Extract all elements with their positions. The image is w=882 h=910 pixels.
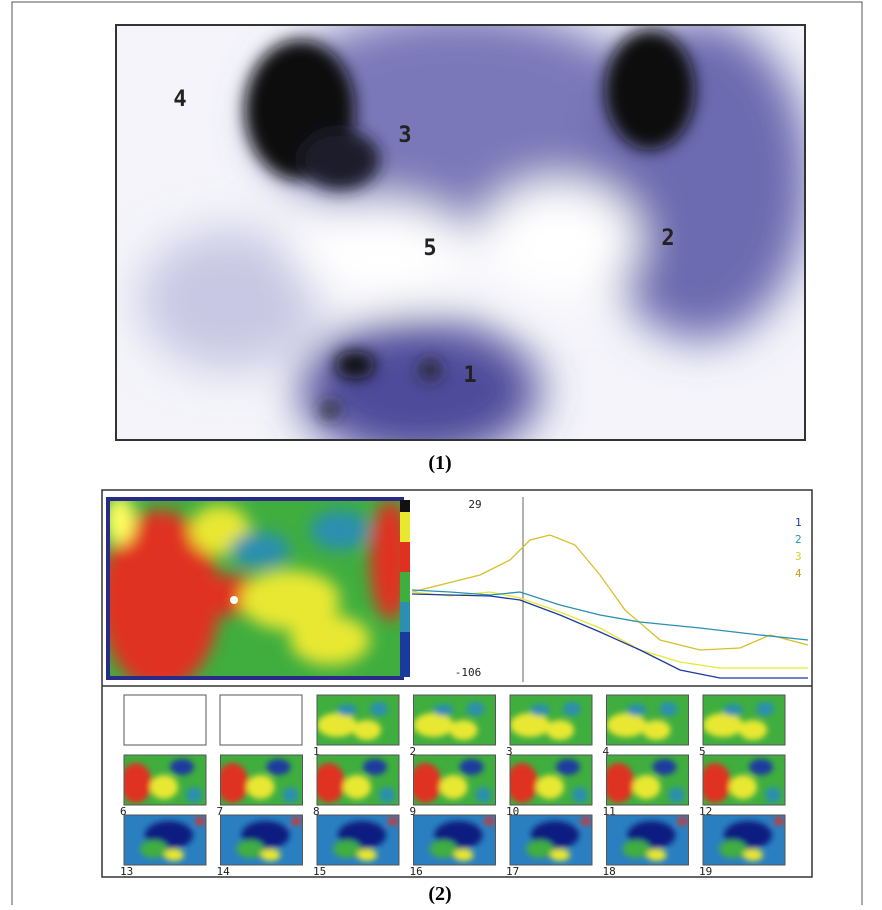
legend-label: 2	[795, 533, 802, 546]
region-label: 2	[661, 226, 674, 251]
scan-image	[116, 10, 810, 460]
thumbnail	[217, 755, 303, 805]
colorbar	[400, 500, 410, 677]
frame-label: 18	[603, 865, 616, 878]
thumbnail	[317, 695, 399, 745]
thumbnail	[317, 815, 399, 865]
thumbnail	[410, 755, 496, 805]
legend-label: 4	[795, 567, 802, 580]
thumbnail	[414, 695, 496, 745]
max-label: 29	[468, 498, 481, 511]
thumbnail	[221, 815, 303, 865]
frame-label: 13	[120, 865, 133, 878]
thumbnail	[703, 815, 785, 865]
frame-label: 15	[313, 865, 326, 878]
thumbnail	[607, 695, 689, 745]
thumbnail	[703, 695, 785, 745]
heatmap	[100, 495, 410, 690]
figure-page: 4 3 5 2 1 (1)	[0, 0, 882, 905]
frame-label: 14	[217, 865, 231, 878]
blank-thumbnail	[124, 695, 206, 745]
thumbnail	[510, 695, 592, 745]
frame-label: 17	[506, 865, 519, 878]
region-label: 5	[423, 236, 436, 261]
thumbnail	[313, 755, 399, 805]
thumbnail	[607, 815, 689, 865]
caption: (1)	[428, 452, 451, 474]
thumbnail	[510, 815, 592, 865]
thumbnail	[506, 755, 592, 805]
region-label: 4	[173, 87, 186, 112]
blank-thumbnail	[220, 695, 302, 745]
region-label: 3	[398, 123, 411, 148]
legend-label: 3	[795, 550, 802, 563]
frame-label: 16	[410, 865, 423, 878]
thumbnail	[120, 755, 206, 805]
caption: (2)	[428, 883, 451, 905]
thumbnail	[414, 815, 496, 865]
thumbnail	[699, 755, 785, 805]
frame-label: 19	[699, 865, 712, 878]
region-label: 1	[463, 363, 476, 388]
legend-label: 1	[795, 516, 802, 529]
thumbnail	[603, 755, 689, 805]
thumbnail	[124, 815, 206, 865]
min-label: -106	[455, 666, 482, 679]
